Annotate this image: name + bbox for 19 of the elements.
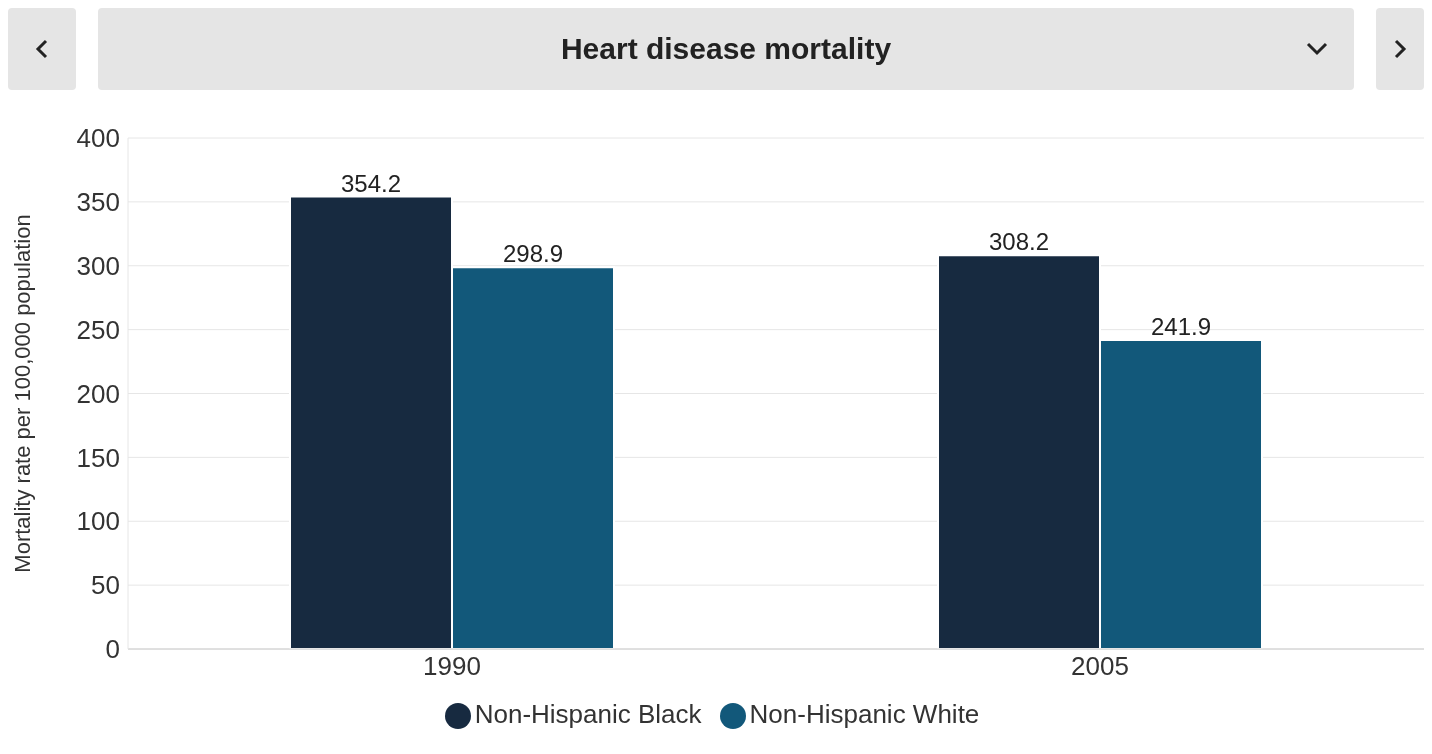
x-tick-label: 2005 <box>1071 651 1129 682</box>
y-tick-label: 350 <box>76 187 120 218</box>
y-tick-label: 150 <box>76 442 120 473</box>
y-tick-label: 250 <box>76 314 120 345</box>
y-tick-label: 0 <box>105 634 120 665</box>
y-axis-title: Mortality rate per 100,000 population <box>9 214 35 573</box>
data-label: 241.9 <box>1150 312 1212 340</box>
legend-label: Non-Hispanic Black <box>474 699 702 729</box>
data-label: 354.2 <box>340 169 402 197</box>
y-tick-label: 50 <box>91 570 120 601</box>
legend-label: Non-Hispanic White <box>749 699 980 729</box>
data-label: 308.2 <box>988 228 1050 256</box>
data-label: 298.9 <box>502 240 564 268</box>
y-tick-label: 100 <box>76 506 120 537</box>
y-tick-label: 300 <box>76 250 120 281</box>
y-tick-label: 200 <box>76 378 120 409</box>
x-tick-label: 1990 <box>423 651 481 682</box>
y-tick-label: 400 <box>76 123 120 154</box>
chart-title: Heart disease mortality <box>559 32 893 66</box>
